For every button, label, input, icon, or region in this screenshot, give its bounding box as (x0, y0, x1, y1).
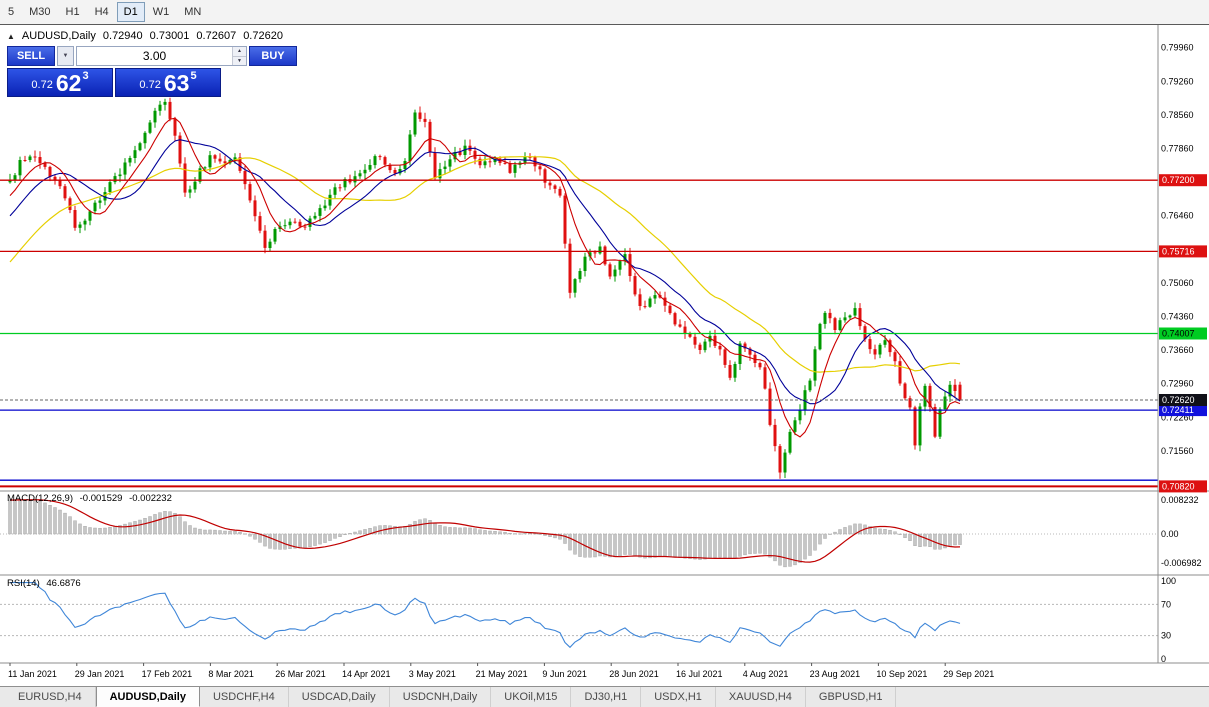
svg-text:10 Sep 2021: 10 Sep 2021 (876, 669, 927, 679)
rsi-name: RSI(14) (7, 578, 40, 589)
chart-tab-audusd-daily[interactable]: AUDUSD,Daily (95, 686, 200, 707)
svg-text:0.70820: 0.70820 (1162, 481, 1195, 491)
volume-increase-button[interactable]: ▲ (233, 47, 246, 56)
timeframe-button-w1[interactable]: W1 (146, 2, 177, 22)
chart-window: 0.79960 0.79260 0.78560 0.77860 0.76460 0.750… (0, 24, 1209, 686)
rsi-value: 46.6876 (46, 578, 81, 589)
chart-symbol: AUDUSD,Daily (21, 30, 96, 42)
volume-input[interactable] (77, 47, 232, 65)
svg-text:100: 100 (1161, 576, 1176, 586)
sell-price-big: 62 (55, 70, 82, 96)
chart-tab-usdcad-daily[interactable]: USDCAD,Daily (289, 687, 390, 707)
chart-symbol-icon: ▲ (7, 31, 15, 41)
volume-decrease-button[interactable]: ▼ (233, 55, 246, 65)
buy-price-big: 63 (163, 70, 190, 96)
ohlc-open: 0.72940 (102, 30, 143, 42)
svg-text:0.77200: 0.77200 (1162, 175, 1195, 185)
timeframe-button-m30[interactable]: M30 (22, 2, 57, 22)
svg-text:4 Aug 2021: 4 Aug 2021 (743, 669, 789, 679)
order-type-dropdown[interactable]: ▼ (57, 46, 74, 66)
svg-text:0.72960: 0.72960 (1161, 379, 1194, 389)
svg-text:0.75716: 0.75716 (1162, 246, 1195, 256)
volume-field: ▲ ▼ (76, 46, 247, 66)
timeframe-button-5[interactable]: 5 (1, 2, 21, 22)
svg-text:21 May 2021: 21 May 2021 (476, 669, 528, 679)
rsi-indicator-label: RSI(14) 46.6876 (7, 578, 81, 589)
svg-text:0.76460: 0.76460 (1161, 211, 1194, 221)
svg-text:0.008232: 0.008232 (1161, 495, 1199, 505)
svg-text:9 Jun 2021: 9 Jun 2021 (542, 669, 587, 679)
sell-price-button[interactable]: 0.72 62 3 (7, 68, 113, 97)
macd-name: MACD(12,26,9) (7, 493, 73, 504)
timeframe-button-h4[interactable]: H4 (88, 2, 116, 22)
svg-text:0.00: 0.00 (1161, 529, 1179, 539)
chart-tab-dj30-h1[interactable]: DJ30,H1 (571, 687, 642, 707)
chart-tab-ukoil-m15[interactable]: UKOil,M15 (491, 687, 572, 707)
chart-tab-usdx-h1[interactable]: USDX,H1 (641, 687, 716, 707)
chart-tab-xauusd-h4[interactable]: XAUUSD,H4 (716, 687, 806, 707)
ohlc-close: 0.72620 (243, 30, 283, 42)
buy-price-pipette: 5 (190, 70, 197, 82)
svg-text:0.72620: 0.72620 (1162, 395, 1195, 405)
svg-text:29 Jan 2021: 29 Jan 2021 (75, 669, 125, 679)
sell-price-prefix: 0.72 (31, 79, 53, 91)
ohlc-high: 0.73001 (149, 30, 190, 42)
svg-text:0.78560: 0.78560 (1161, 110, 1194, 120)
svg-text:0.74007: 0.74007 (1162, 329, 1195, 339)
svg-text:0: 0 (1161, 654, 1166, 664)
svg-text:-0.006982: -0.006982 (1161, 558, 1202, 568)
chart-title: ▲ AUDUSD,Daily 0.72940 0.73001 0.72607 0… (7, 30, 283, 42)
svg-text:0.79260: 0.79260 (1161, 76, 1194, 86)
svg-text:17 Feb 2021: 17 Feb 2021 (142, 669, 193, 679)
buy-price-button[interactable]: 0.72 63 5 (115, 68, 221, 97)
svg-text:0.71560: 0.71560 (1161, 446, 1194, 456)
sell-button[interactable]: SELL (7, 46, 55, 66)
svg-text:0.72411: 0.72411 (1162, 405, 1194, 415)
buy-button[interactable]: BUY (249, 46, 297, 66)
buy-price-prefix: 0.72 (139, 79, 161, 91)
macd-value: -0.001529 (79, 493, 123, 504)
chart-tab-bar: EURUSD,H4 AUDUSD,Daily USDCHF,H4 USDCAD,Dai… (0, 686, 1209, 707)
chart-tab-usdchf-h4[interactable]: USDCHF,H4 (200, 687, 289, 707)
svg-text:0.75060: 0.75060 (1161, 278, 1194, 288)
svg-text:28 Jun 2021: 28 Jun 2021 (609, 669, 659, 679)
sell-price-pipette: 3 (82, 70, 89, 82)
svg-text:0.79960: 0.79960 (1161, 43, 1194, 53)
svg-text:16 Jul 2021: 16 Jul 2021 (676, 669, 723, 679)
macd-indicator-label: MACD(12,26,9) -0.001529 -0.002232 (7, 493, 172, 504)
svg-text:0.72260: 0.72260 (1161, 412, 1194, 422)
timeframe-button-mn[interactable]: MN (177, 2, 208, 22)
chart-tab-usdcnh-daily[interactable]: USDCNH,Daily (390, 687, 492, 707)
chart-tab-gbpusd-h1[interactable]: GBPUSD,H1 (806, 687, 897, 707)
svg-text:0.73660: 0.73660 (1161, 345, 1194, 355)
svg-text:26 Mar 2021: 26 Mar 2021 (275, 669, 326, 679)
timeframe-toolbar: 5 M30 H1 H4 D1 W1 MN (0, 0, 1209, 24)
svg-text:29 Sep 2021: 29 Sep 2021 (943, 669, 994, 679)
svg-text:3 May 2021: 3 May 2021 (409, 669, 456, 679)
ohlc-low: 0.72607 (196, 30, 237, 42)
svg-text:0.74360: 0.74360 (1161, 312, 1194, 322)
chart-canvas[interactable]: 0.79960 0.79260 0.78560 0.77860 0.76460 0.750… (0, 25, 1209, 685)
svg-text:11 Jan 2021: 11 Jan 2021 (8, 669, 57, 679)
timeframe-button-h1[interactable]: H1 (59, 2, 87, 22)
svg-text:23 Aug 2021: 23 Aug 2021 (810, 669, 861, 679)
svg-text:70: 70 (1161, 599, 1171, 609)
chart-tab-eurusd-h4[interactable]: EURUSD,H4 (5, 687, 96, 707)
svg-text:8 Mar 2021: 8 Mar 2021 (208, 669, 254, 679)
one-click-trading-panel: SELL ▼ ▲ ▼ BUY 0.72 62 3 0.72 63 5 (7, 46, 297, 97)
svg-text:14 Apr 2021: 14 Apr 2021 (342, 669, 391, 679)
timeframe-button-d1[interactable]: D1 (116, 2, 145, 22)
svg-text:30: 30 (1161, 631, 1171, 641)
macd-signal-value: -0.002232 (129, 493, 172, 504)
svg-text:0.77860: 0.77860 (1161, 144, 1194, 154)
volume-stepper: ▲ ▼ (232, 47, 246, 65)
